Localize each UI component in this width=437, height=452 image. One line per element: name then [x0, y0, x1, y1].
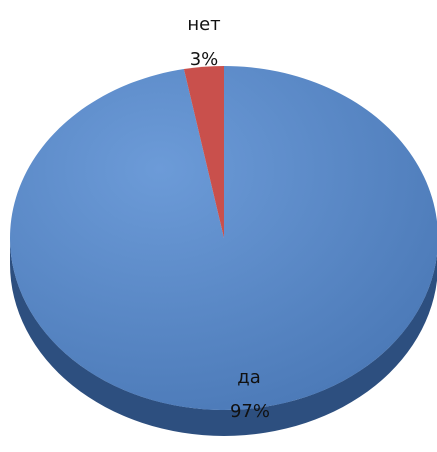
slice-label-da: да [237, 367, 260, 388]
slice-value-da: 97% [230, 401, 270, 422]
slice-net [183, 66, 224, 238]
slice-da [10, 66, 437, 410]
slice-label-net: нет [187, 14, 220, 35]
slice-value-net: 3% [190, 49, 219, 70]
